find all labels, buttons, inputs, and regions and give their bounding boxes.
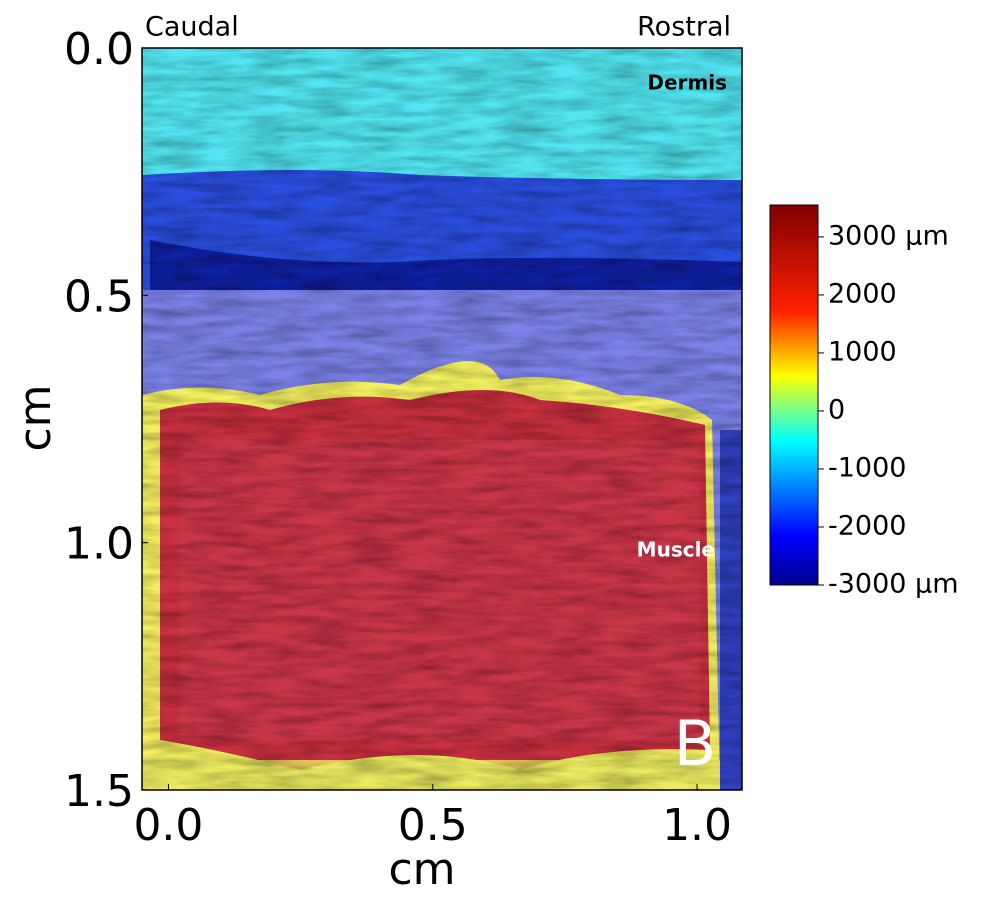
colorbar-tick-label: -3000 μm <box>828 569 959 600</box>
y-tick-label: 1.0 <box>64 519 134 570</box>
x-tick-label: 1.0 <box>662 800 732 851</box>
colorbar-tick-label: 3000 μm <box>828 220 949 251</box>
annotation: Muscle <box>637 538 715 562</box>
heatmap-image <box>142 48 742 790</box>
annotation: Dermis <box>647 71 727 95</box>
x-tick-label: 0.0 <box>133 800 203 851</box>
corner-label: Rostral <box>637 12 731 43</box>
plot-frame <box>141 47 743 791</box>
colorbar-tick-label: -2000 <box>828 510 906 541</box>
x-axis-label: cm <box>388 844 455 895</box>
y-axis-label: cm <box>10 384 61 451</box>
y-tick-label: 0.0 <box>64 24 134 75</box>
colorbar-tick-label: 2000 <box>828 278 897 309</box>
y-tick-label: 0.5 <box>64 271 134 322</box>
colorbar-tick-label: 0 <box>828 394 845 425</box>
colorbar-tick-label: 1000 <box>828 336 897 367</box>
panel-label: B <box>674 707 717 780</box>
colorbar-tick-label: -1000 <box>828 452 906 483</box>
x-tick-label: 0.5 <box>398 800 468 851</box>
y-tick-label: 1.5 <box>64 766 134 817</box>
colorbar <box>769 204 819 586</box>
corner-label: Caudal <box>145 12 239 43</box>
